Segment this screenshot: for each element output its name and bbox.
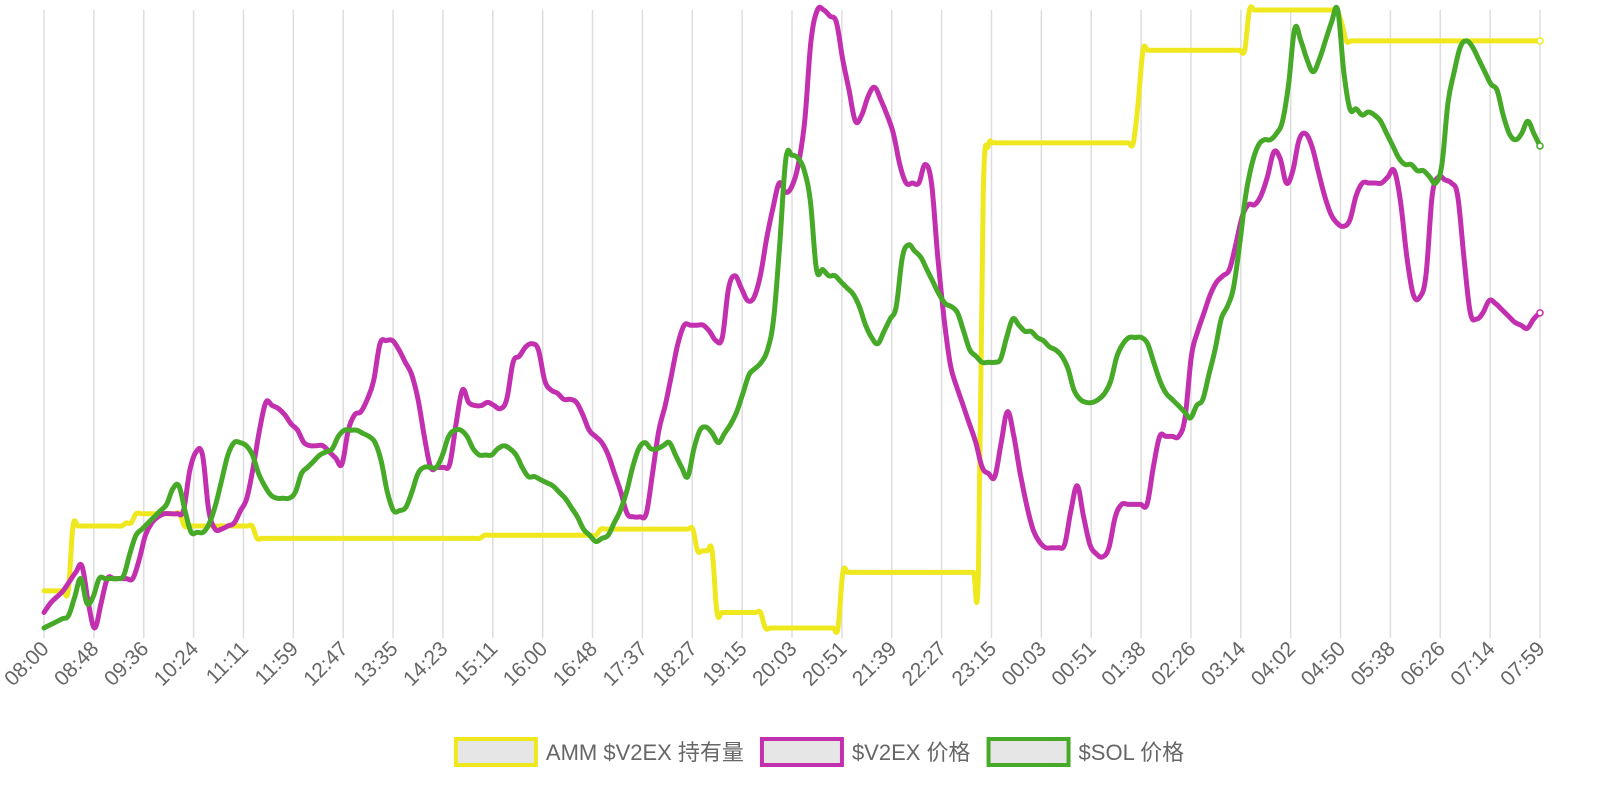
x-tick-label: 23:15 (948, 637, 1001, 690)
x-tick-label: 15:11 (450, 637, 502, 689)
x-tick-label: 17:37 (599, 637, 652, 690)
legend-label: AMM $V2EX 持有量 (546, 740, 744, 765)
x-tick-label: 00:03 (997, 637, 1050, 690)
x-tick-label: 19:15 (698, 637, 751, 690)
x-tick-label: 09:36 (100, 637, 153, 690)
x-tick-label: 22:27 (898, 637, 951, 690)
x-tick-label: 05:38 (1347, 637, 1400, 690)
x-tick-label: 02:26 (1147, 637, 1200, 690)
series-end-point-2 (1536, 142, 1544, 150)
vertical-gridlines (43, 10, 1541, 638)
x-axis-tick-labels: 08:0008:4809:3610:2411:1111:5912:4713:35… (0, 637, 1549, 691)
x-tick-label: 11:59 (251, 637, 303, 689)
legend-item-0[interactable]: AMM $V2EX 持有量 (453, 737, 744, 767)
legend-item-1[interactable]: $V2EX 价格 (759, 737, 971, 767)
legend-item-2[interactable]: $SOL 价格 (986, 737, 1185, 767)
legend-label: $SOL 价格 (1079, 740, 1185, 765)
legend: AMM $V2EX 持有量 $V2EX 价格 $SOL 价格 (453, 737, 1185, 767)
x-tick-label: 03:14 (1197, 637, 1251, 691)
x-tick-label: 00:51 (1047, 637, 1100, 690)
x-tick-label: 08:00 (0, 637, 53, 690)
x-tick-label: 08:48 (50, 637, 103, 690)
x-tick-label: 12:47 (299, 637, 352, 690)
x-tick-label: 16:48 (549, 637, 602, 690)
series-lines (41, 4, 1544, 635)
series-line-1 (41, 4, 1543, 631)
x-tick-label: 11:11 (202, 637, 253, 688)
legend-label: $V2EX 价格 (852, 740, 971, 765)
x-tick-label: 04:50 (1297, 637, 1350, 690)
series-end-point-0 (1536, 37, 1544, 45)
x-tick-label: 07:59 (1496, 637, 1549, 690)
legend-swatch (986, 737, 1071, 767)
x-tick-label: 10:24 (150, 637, 204, 691)
x-tick-label: 18:27 (648, 637, 701, 690)
x-tick-label: 20:03 (748, 637, 801, 690)
series-line-2 (41, 4, 1543, 631)
x-tick-label: 13:35 (349, 637, 402, 690)
x-tick-label: 07:14 (1446, 637, 1500, 691)
x-tick-label: 20:51 (798, 637, 851, 690)
x-tick-label: 21:39 (848, 637, 901, 690)
x-tick-label: 06:26 (1396, 637, 1449, 690)
x-tick-label: 14:23 (399, 637, 452, 690)
series-line-0 (41, 4, 1543, 635)
x-tick-label: 04:02 (1247, 637, 1300, 690)
x-tick-label: 01:38 (1097, 637, 1150, 690)
x-tick-label: 16:00 (499, 637, 552, 690)
legend-swatch (759, 737, 844, 767)
series-end-point-1 (1536, 309, 1544, 317)
legend-swatch (453, 737, 538, 767)
